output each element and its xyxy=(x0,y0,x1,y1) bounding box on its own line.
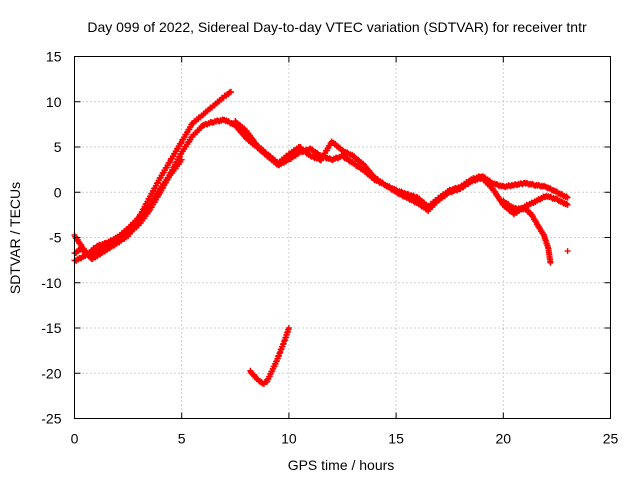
y-tick-label: 10 xyxy=(46,94,62,110)
grid xyxy=(74,56,611,419)
y-tick-label: -20 xyxy=(41,365,61,381)
series-drop-tail xyxy=(500,197,554,266)
y-axis-label: SDTVAR / TECUs xyxy=(7,182,23,294)
x-tick-label: 20 xyxy=(496,431,512,447)
series-arc-c xyxy=(71,156,185,262)
x-tick-label: 0 xyxy=(71,431,79,447)
series-arc-d xyxy=(232,117,571,218)
data-point xyxy=(178,156,185,163)
data-point xyxy=(228,88,235,95)
data-point xyxy=(547,259,554,266)
y-tick-label: 0 xyxy=(54,184,62,200)
x-tick-label: 25 xyxy=(603,431,619,447)
y-tick-label: -5 xyxy=(49,230,62,246)
data-layer xyxy=(71,88,571,387)
data-point xyxy=(564,201,571,208)
series-isolated-point xyxy=(564,248,571,255)
data-point xyxy=(563,193,570,200)
x-tick-label: 5 xyxy=(178,431,186,447)
x-tick-label: 15 xyxy=(388,431,404,447)
y-tick-label: 15 xyxy=(46,49,62,65)
y-tick-label: 5 xyxy=(54,139,62,155)
y-tick-label: -25 xyxy=(41,411,61,427)
series-isolated-arc xyxy=(247,325,292,387)
y-tick-label: -15 xyxy=(41,320,61,336)
chart-title: Day 099 of 2022, Sidereal Day-to-day VTE… xyxy=(87,19,587,35)
x-tick-label: 10 xyxy=(281,431,297,447)
data-point xyxy=(564,248,571,255)
data-point xyxy=(563,200,570,207)
data-point xyxy=(285,325,292,331)
y-tick-label: -10 xyxy=(41,275,61,291)
data-point xyxy=(564,194,571,201)
x-axis-label: GPS time / hours xyxy=(288,457,395,473)
axis-ticks: 0 5 10 15 20 25 -25 -20 -15 -10 -5 0 5 10 15 xyxy=(41,49,618,447)
